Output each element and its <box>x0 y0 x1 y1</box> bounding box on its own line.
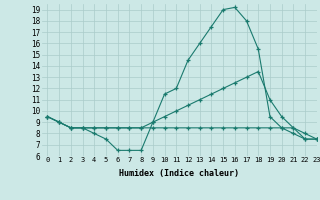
X-axis label: Humidex (Indice chaleur): Humidex (Indice chaleur) <box>119 169 239 178</box>
